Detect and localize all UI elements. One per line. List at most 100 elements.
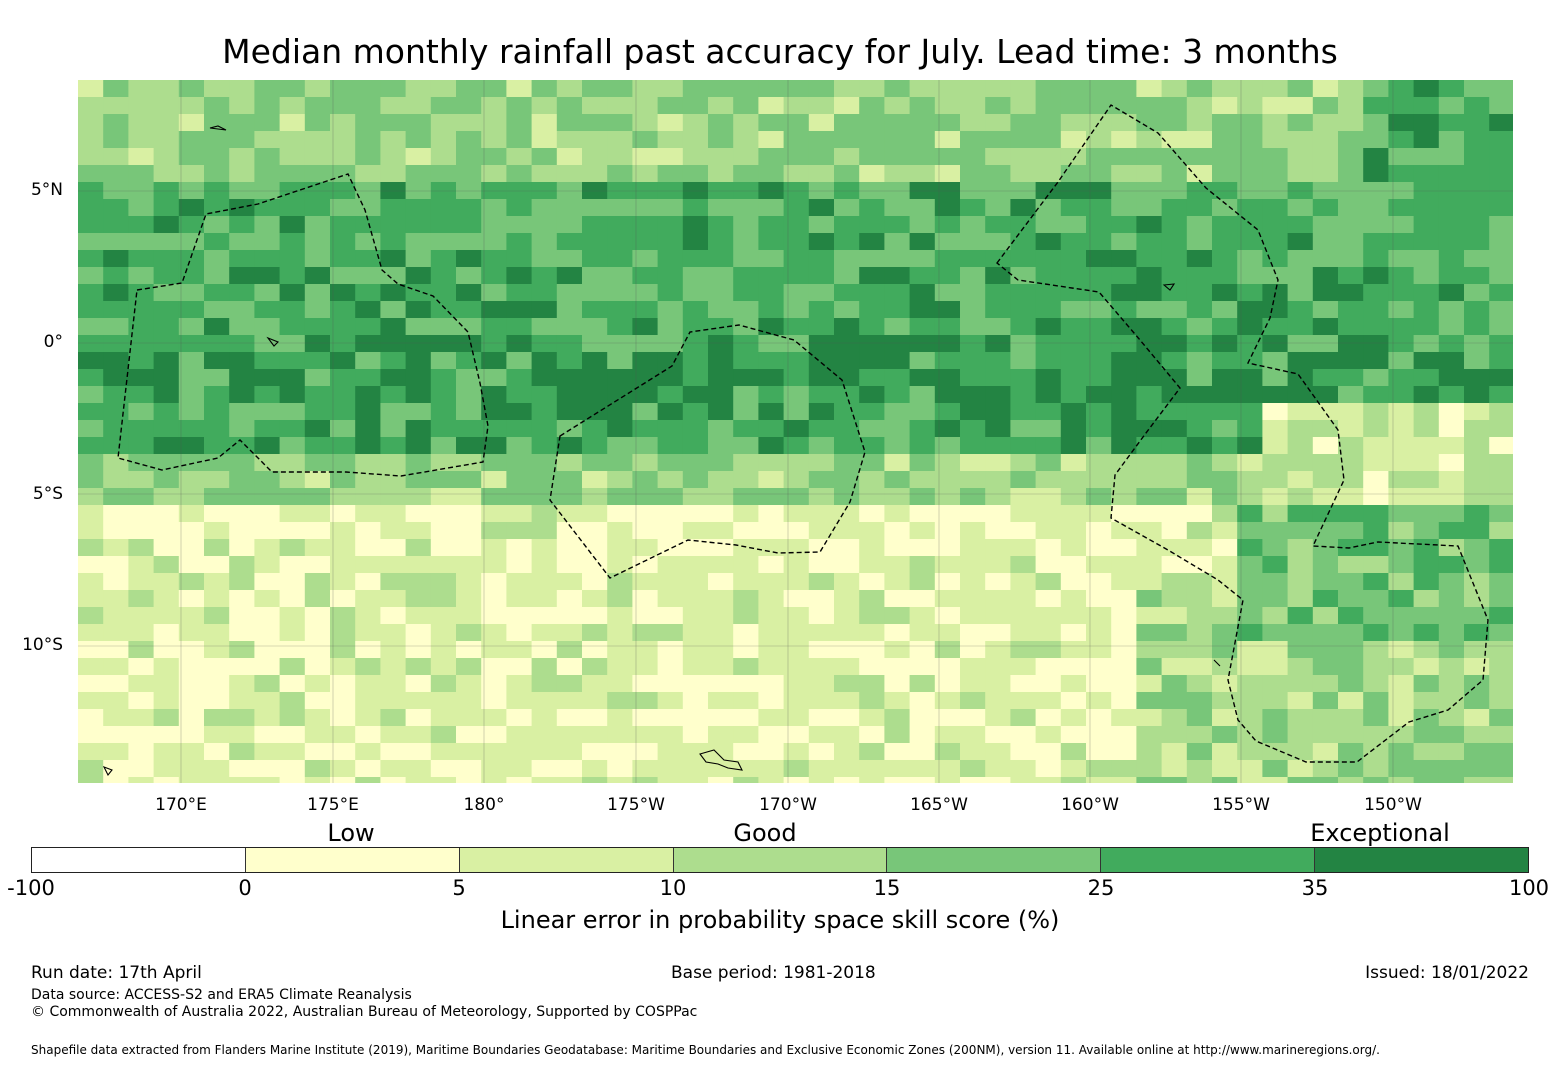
grid-cell bbox=[1287, 148, 1314, 166]
grid-cell bbox=[884, 335, 911, 353]
grid-cell bbox=[834, 369, 860, 387]
grid-cell bbox=[985, 726, 1011, 744]
grid-cell bbox=[1086, 505, 1112, 523]
grid-cell bbox=[1287, 471, 1314, 489]
grid-cell bbox=[556, 471, 583, 489]
grid-cell bbox=[884, 556, 911, 574]
grid-cell bbox=[682, 437, 709, 455]
grid-cell bbox=[682, 131, 709, 149]
grid-cell bbox=[1010, 573, 1037, 591]
grid-cell bbox=[355, 726, 381, 744]
grid-cell bbox=[1086, 573, 1112, 591]
grid-cell bbox=[607, 454, 633, 472]
grid-cell bbox=[430, 97, 457, 115]
grid-cell bbox=[380, 624, 407, 642]
grid-cell bbox=[355, 454, 381, 472]
grid-cell bbox=[1060, 743, 1087, 761]
grid-cell bbox=[1086, 216, 1112, 234]
grid-cell bbox=[380, 403, 407, 421]
grid-cell bbox=[1438, 148, 1465, 166]
grid-cell bbox=[204, 114, 230, 132]
grid-cell bbox=[304, 148, 331, 166]
grid-cell bbox=[1464, 420, 1490, 438]
grid-cell bbox=[758, 403, 785, 421]
grid-cell bbox=[456, 573, 482, 591]
grid-cell bbox=[128, 641, 155, 659]
grid-cell bbox=[229, 454, 255, 472]
grid-cell bbox=[405, 403, 432, 421]
grid-cell bbox=[481, 726, 507, 744]
grid-cell bbox=[632, 641, 659, 659]
grid-cell bbox=[1035, 97, 1062, 115]
grid-cell bbox=[657, 403, 684, 421]
grid-cell bbox=[834, 182, 860, 200]
grid-cell bbox=[380, 284, 407, 302]
grid-cell bbox=[78, 148, 104, 166]
grid-cell bbox=[1363, 590, 1389, 608]
grid-cell bbox=[909, 709, 936, 727]
grid-cell bbox=[456, 556, 482, 574]
grid-cell bbox=[355, 573, 381, 591]
grid-cell bbox=[204, 403, 230, 421]
grid-cell bbox=[254, 114, 281, 132]
grid-cell bbox=[909, 454, 936, 472]
grid-cell bbox=[682, 709, 709, 727]
grid-cell bbox=[1086, 488, 1112, 506]
grid-cell bbox=[985, 148, 1011, 166]
grid-cell bbox=[481, 675, 507, 693]
grid-cell bbox=[985, 454, 1011, 472]
grid-cell bbox=[229, 97, 255, 115]
grid-cell bbox=[1086, 352, 1112, 370]
grid-cell bbox=[254, 726, 281, 744]
grid-cell bbox=[254, 471, 281, 489]
grid-cell bbox=[1363, 420, 1389, 438]
grid-cell bbox=[1161, 488, 1188, 506]
grid-cell bbox=[708, 165, 734, 183]
grid-cell bbox=[1212, 352, 1238, 370]
grid-cell bbox=[1312, 556, 1339, 574]
grid-cell bbox=[1438, 488, 1465, 506]
grid-cell bbox=[1060, 233, 1087, 251]
grid-cell bbox=[1237, 352, 1263, 370]
grid-cell bbox=[682, 488, 709, 506]
grid-cell bbox=[1136, 726, 1163, 744]
grid-cell bbox=[582, 709, 608, 727]
grid-cell bbox=[859, 471, 885, 489]
grid-cell bbox=[657, 709, 684, 727]
grid-cell bbox=[405, 131, 432, 149]
grid-cell bbox=[1060, 199, 1087, 217]
grid-cell bbox=[456, 182, 482, 200]
grid-cell bbox=[1010, 301, 1037, 319]
grid-cell bbox=[1363, 131, 1389, 149]
eez-boundary-samoa bbox=[549, 324, 866, 579]
grid-cell bbox=[682, 624, 709, 642]
grid-cell bbox=[884, 726, 911, 744]
grid-cell bbox=[1086, 607, 1112, 625]
grid-cell bbox=[1338, 318, 1364, 336]
grid-cell bbox=[909, 335, 936, 353]
grid-cell bbox=[859, 114, 885, 132]
grid-cell bbox=[834, 216, 860, 234]
grid-cell bbox=[229, 556, 255, 574]
grid-cell bbox=[531, 505, 558, 523]
grid-cell bbox=[1035, 284, 1062, 302]
grid-cell bbox=[834, 573, 860, 591]
grid-cell bbox=[1438, 607, 1465, 625]
grid-cell bbox=[1338, 403, 1364, 421]
grid-cell bbox=[1413, 641, 1440, 659]
grid-cell bbox=[1060, 709, 1087, 727]
grid-cell bbox=[1464, 675, 1490, 693]
grid-cell bbox=[78, 250, 104, 268]
grid-cell bbox=[708, 675, 734, 693]
grid-cell bbox=[1287, 437, 1314, 455]
grid-cell bbox=[607, 556, 633, 574]
grid-cell bbox=[934, 522, 961, 540]
grid-cell bbox=[1212, 386, 1238, 404]
grid-cell bbox=[506, 488, 533, 506]
grid-cell bbox=[1010, 369, 1037, 387]
grid-cell bbox=[1010, 641, 1037, 659]
grid-cell bbox=[985, 80, 1011, 98]
grid-cell bbox=[178, 199, 205, 217]
grid-cell bbox=[456, 199, 482, 217]
grid-cell bbox=[884, 641, 911, 659]
